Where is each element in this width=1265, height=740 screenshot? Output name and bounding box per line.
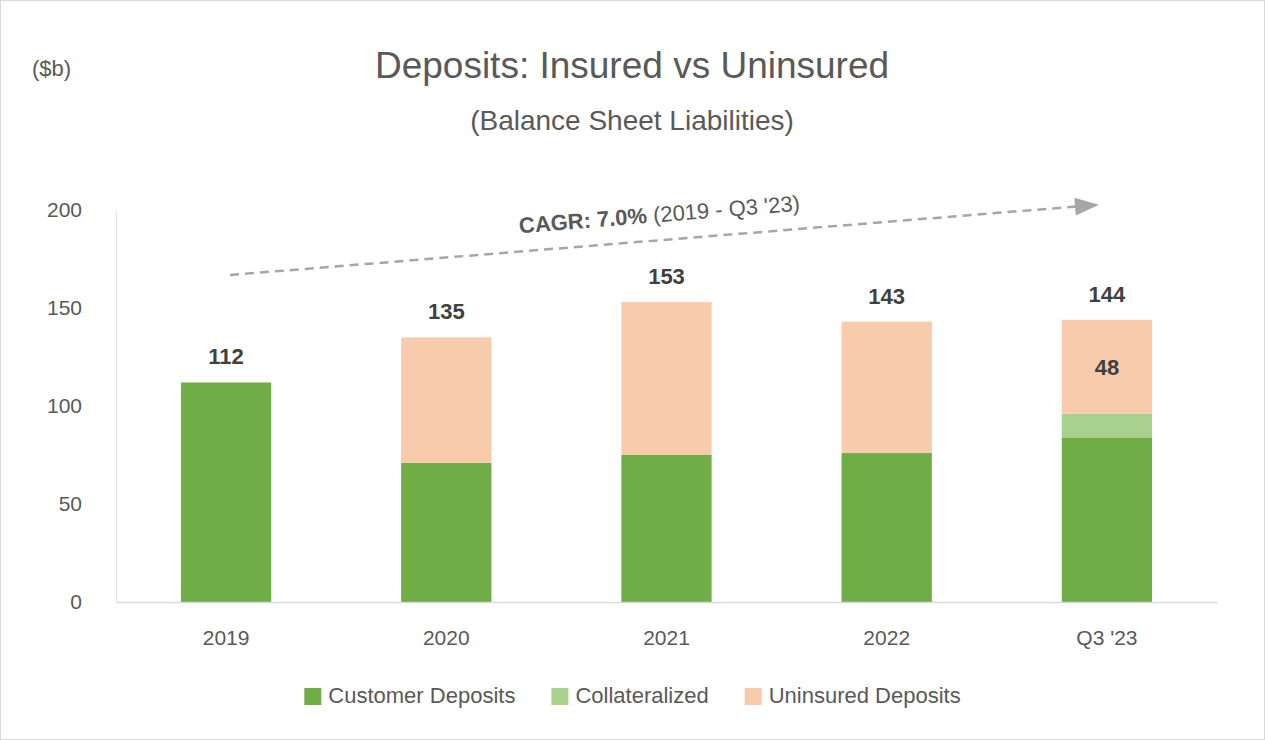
x-tick-label: 2021 bbox=[643, 626, 690, 649]
x-tick-label: 2020 bbox=[423, 626, 470, 649]
annotation: CAGR: 7.0% (2019 - Q3 '23) bbox=[518, 191, 801, 239]
bar bbox=[842, 453, 932, 602]
annotation-range: (2019 - Q3 '23) bbox=[652, 191, 801, 228]
y-axis-label: ($b) bbox=[32, 56, 71, 81]
y-tick-label: 0 bbox=[70, 590, 82, 613]
y-tick-label: 150 bbox=[47, 296, 82, 319]
y-tick: 100 bbox=[47, 394, 116, 417]
bars bbox=[181, 302, 1152, 602]
bar bbox=[181, 382, 271, 602]
total-label: 144 bbox=[1089, 282, 1126, 307]
segment-label: 48 bbox=[1095, 355, 1119, 380]
total-label: 112 bbox=[208, 344, 244, 369]
y-tick-label: 100 bbox=[47, 394, 82, 417]
bar bbox=[842, 322, 932, 453]
legend-label: Collateralized bbox=[575, 683, 708, 708]
bar bbox=[181, 382, 271, 383]
legend-label: Customer Deposits bbox=[328, 683, 515, 708]
x-tick-label: Q3 '23 bbox=[1076, 626, 1137, 649]
y-tick: 150 bbox=[47, 296, 116, 319]
legend-swatch bbox=[745, 688, 762, 705]
x-tick-label: 2019 bbox=[203, 626, 250, 649]
x-tick: 2020 bbox=[423, 602, 470, 649]
legend: Customer Deposits Collateralized Uninsured… bbox=[304, 683, 960, 708]
y-tick: 0 bbox=[70, 590, 116, 613]
legend-swatch bbox=[304, 688, 321, 705]
chart: Deposits: Insured vs Uninsured (Balance S… bbox=[0, 0, 1265, 740]
x-tick: 2021 bbox=[643, 602, 690, 649]
x-tick: 2022 bbox=[863, 602, 910, 649]
total-label: 153 bbox=[648, 264, 685, 289]
bar bbox=[181, 382, 271, 383]
bar bbox=[401, 463, 491, 602]
frame bbox=[1, 1, 1265, 740]
series-1 bbox=[1062, 414, 1152, 438]
title: Deposits: Insured vs Uninsured bbox=[375, 45, 889, 86]
legend-item: Uninsured Deposits bbox=[745, 683, 961, 708]
legend-swatch bbox=[551, 688, 568, 705]
y-tick: 200 bbox=[47, 198, 116, 221]
y-axis-line bbox=[116, 211, 117, 603]
y-axis: 0 50 100 150 200 bbox=[47, 198, 117, 613]
subtitle: (Balance Sheet Liabilities) bbox=[470, 105, 794, 136]
x-tick: 2019 bbox=[203, 602, 250, 649]
x-tick-label: 2022 bbox=[863, 626, 910, 649]
legend-item: Collateralized bbox=[551, 683, 708, 708]
bar bbox=[621, 455, 711, 602]
x-axis-line bbox=[117, 602, 1218, 604]
total-label: 135 bbox=[428, 299, 465, 324]
y-tick: 50 bbox=[59, 492, 116, 515]
annotation-bold: CAGR: 7.0% bbox=[518, 203, 648, 238]
bar bbox=[1062, 437, 1152, 602]
bar bbox=[621, 302, 711, 455]
bar bbox=[401, 337, 491, 462]
x-axis: 2019 2020 2021 2022 Q3 '23 bbox=[117, 602, 1218, 649]
legend-item: Customer Deposits bbox=[304, 683, 515, 708]
x-tick: Q3 '23 bbox=[1076, 602, 1137, 649]
data-labels: 112 135 153 143 144 48 bbox=[208, 264, 1126, 380]
legend-label: Uninsured Deposits bbox=[769, 683, 961, 708]
trend-arrowhead bbox=[1074, 198, 1099, 216]
y-tick-label: 200 bbox=[47, 198, 82, 221]
bar bbox=[1062, 414, 1152, 438]
total-label: 143 bbox=[868, 284, 905, 309]
y-tick-label: 50 bbox=[59, 492, 82, 515]
series-2 bbox=[401, 302, 1152, 463]
bar bbox=[1062, 320, 1152, 414]
